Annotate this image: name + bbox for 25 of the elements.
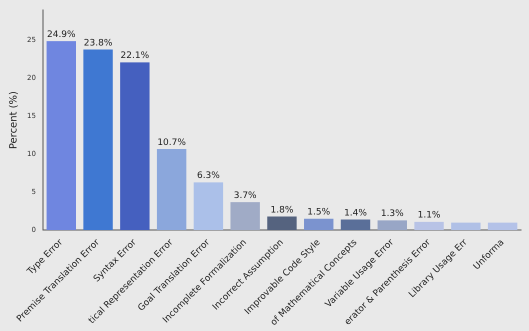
- data-label: 3.7%: [234, 190, 258, 201]
- bar: [414, 222, 444, 230]
- bar: [83, 49, 113, 230]
- bar: [304, 218, 334, 230]
- data-label: 6.3%: [196, 171, 220, 182]
- bar: [451, 222, 481, 230]
- bar: [230, 202, 260, 230]
- bar: [46, 41, 76, 230]
- data-label: 23.8%: [84, 38, 113, 48]
- y-axis-title: Percent (%): [8, 90, 20, 150]
- bar: [488, 222, 518, 230]
- data-label: 1.1%: [418, 210, 441, 221]
- data-label: 24.9%: [47, 30, 76, 40]
- data-label: 10.7%: [157, 138, 186, 148]
- data-label: 1.3%: [380, 209, 404, 220]
- bar: [194, 182, 224, 230]
- data-label: 22.1%: [120, 51, 150, 62]
- bar: [267, 216, 297, 230]
- bar: [120, 62, 150, 230]
- data-label: 1.8%: [270, 205, 294, 216]
- data-label: 1.5%: [307, 208, 331, 218]
- bar: [378, 220, 407, 230]
- bar: [156, 148, 186, 230]
- bar: [340, 220, 370, 230]
- data-label: 1.4%: [344, 208, 368, 218]
